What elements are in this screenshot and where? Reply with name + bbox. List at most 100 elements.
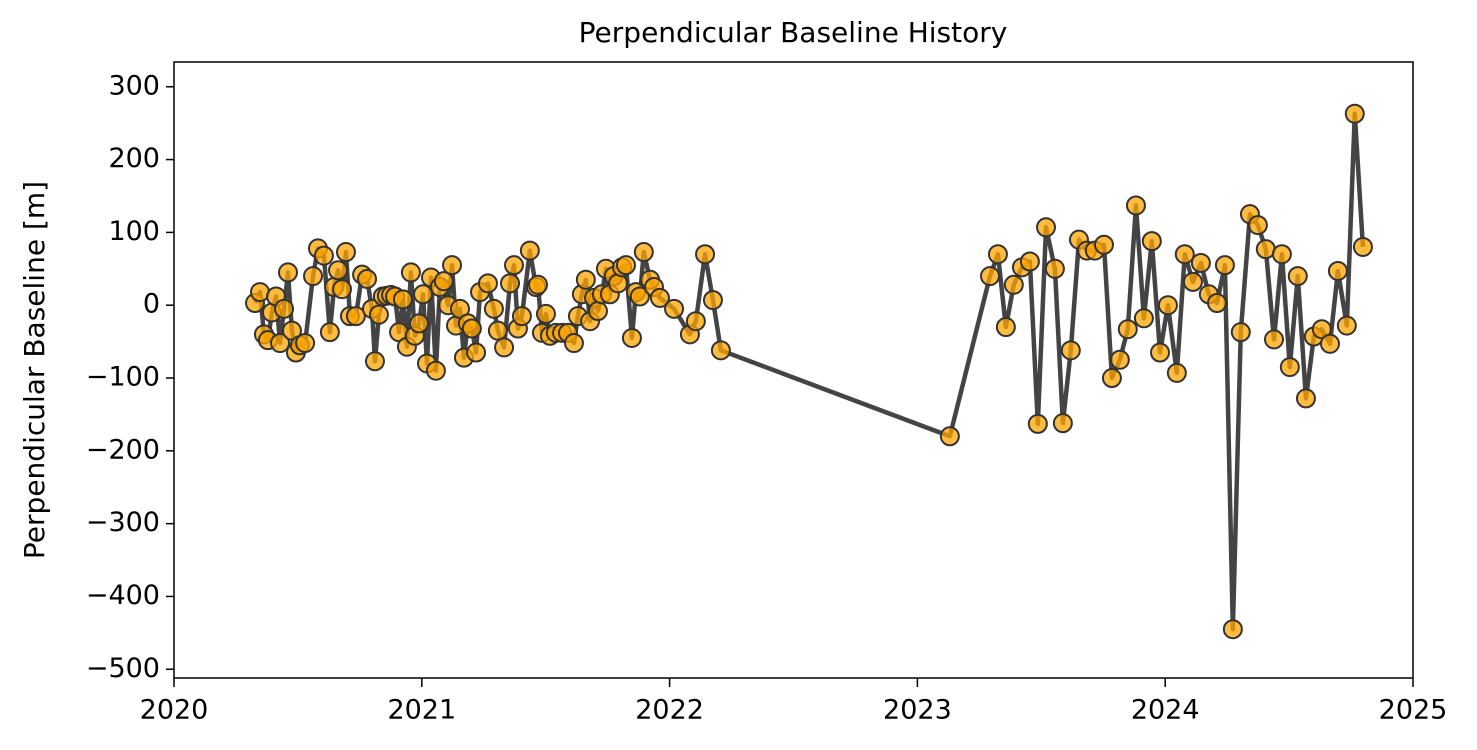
data-point (477, 273, 498, 294)
data-point (528, 274, 549, 295)
data-point (1247, 215, 1268, 236)
data-point (1327, 260, 1348, 281)
data-point (295, 333, 316, 354)
data-point (466, 342, 487, 363)
data-point (1271, 244, 1292, 265)
data-point (270, 333, 291, 354)
data-point (328, 260, 349, 281)
y-axis-label: Perpendicular Baseline [m] (18, 181, 51, 559)
data-point (615, 255, 636, 276)
data-point (575, 269, 596, 290)
y-tick-label: 0 (143, 289, 160, 320)
data-point (433, 271, 454, 292)
plot-frame (173, 61, 1414, 679)
data-point (487, 320, 508, 341)
data-point (500, 273, 521, 294)
data-point (494, 337, 515, 358)
data-point (519, 240, 540, 261)
data-point (1036, 217, 1057, 238)
data-point (319, 322, 340, 343)
data-point (587, 301, 608, 322)
x-tick-label: 2021 (387, 695, 456, 726)
data-point (1149, 342, 1170, 363)
data-point (1182, 271, 1203, 292)
data-point (357, 268, 378, 289)
data-point (442, 255, 463, 276)
data-point (1336, 315, 1357, 336)
data-point (710, 340, 731, 361)
data-point (368, 304, 389, 325)
data-point (425, 360, 446, 381)
x-tick-label: 2020 (140, 695, 209, 726)
data-point (1019, 251, 1040, 272)
y-tick-label: −300 (86, 507, 160, 538)
data-point (1157, 295, 1178, 316)
data-point (1214, 255, 1235, 276)
data-point (1093, 234, 1114, 255)
y-tick-label: −200 (86, 434, 160, 465)
data-point (563, 333, 584, 354)
data-point (1295, 388, 1316, 409)
data-point (503, 255, 524, 276)
x-tick-label: 2025 (1379, 695, 1448, 726)
data-point (1141, 231, 1162, 252)
data-point (1190, 252, 1211, 273)
x-tick-label: 2024 (1131, 695, 1200, 726)
y-tick-label: 100 (108, 216, 160, 247)
data-point (1052, 413, 1073, 434)
data-point (1230, 322, 1251, 343)
y-tick-label: 200 (108, 143, 160, 174)
data-point (332, 279, 353, 300)
data-point (483, 298, 504, 319)
data-point (1166, 362, 1187, 383)
data-point (695, 244, 716, 265)
data-point (1352, 236, 1373, 257)
data-point (392, 289, 413, 310)
data-point (1003, 274, 1024, 295)
data-point (1044, 258, 1065, 279)
data-point (621, 327, 642, 348)
data-point (1319, 333, 1340, 354)
data-point (633, 242, 654, 263)
y-tick-label: −500 (86, 653, 160, 684)
data-point (980, 266, 1001, 287)
data-point (313, 245, 334, 266)
data-point (535, 303, 556, 324)
data-point (987, 244, 1008, 265)
data-point (1027, 413, 1048, 434)
data-point (1279, 357, 1300, 378)
data-point (1125, 195, 1146, 216)
data-point (335, 242, 356, 263)
data-point (1117, 319, 1138, 340)
data-point (303, 266, 324, 287)
data-point (461, 318, 482, 339)
data-point (364, 351, 385, 372)
data-point (409, 313, 430, 334)
data-point (1344, 103, 1365, 124)
chart-title: Perpendicular Baseline History (579, 16, 1008, 49)
data-point (685, 311, 706, 332)
data-point (413, 284, 434, 305)
data-point (995, 317, 1016, 338)
y-tick-label: −400 (86, 580, 160, 611)
y-tick-label: −100 (86, 362, 160, 393)
data-point (1060, 340, 1081, 361)
data-point (939, 426, 960, 447)
data-point (1287, 266, 1308, 287)
data-point (664, 298, 685, 319)
data-point (649, 287, 670, 308)
data-point (400, 262, 421, 283)
data-point (274, 298, 295, 319)
data-point (1174, 244, 1195, 265)
data-point (1133, 308, 1154, 329)
data-point (1109, 349, 1130, 370)
data-point (1263, 329, 1284, 350)
x-tick-label: 2023 (883, 695, 952, 726)
data-point (1206, 293, 1227, 314)
y-tick-label: 300 (108, 70, 160, 101)
data-point (511, 306, 532, 327)
data-point (277, 262, 298, 283)
data-point (1101, 368, 1122, 389)
data-point (629, 286, 650, 307)
